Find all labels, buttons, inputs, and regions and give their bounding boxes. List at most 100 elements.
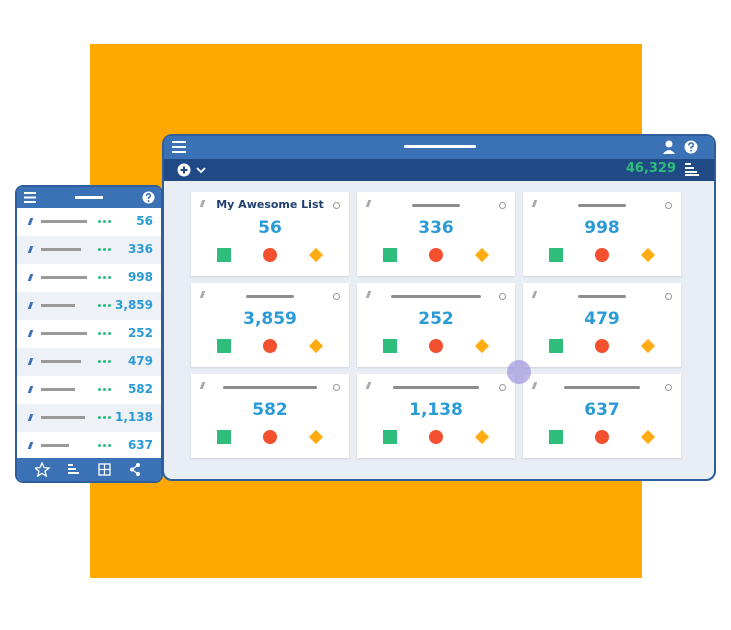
red-circle <box>429 339 443 353</box>
row-value: 56 <box>136 214 153 228</box>
title-placeholder <box>223 386 317 389</box>
tool-bar: 46,329 <box>164 159 714 181</box>
orange-diamond <box>474 429 490 445</box>
help-icon[interactable] <box>142 191 155 204</box>
row-value: 479 <box>127 354 153 368</box>
card[interactable]: 998 <box>523 192 681 276</box>
title-placeholder <box>246 295 294 298</box>
status-icon <box>499 293 506 300</box>
green-square <box>383 430 397 444</box>
status-icon <box>665 384 672 391</box>
orange-diamond <box>474 247 490 263</box>
bolt-icon <box>531 382 538 389</box>
card-value: 637 <box>584 400 620 420</box>
orange-diamond <box>640 247 656 263</box>
status-icon <box>665 202 672 209</box>
card-value: 582 <box>252 400 288 420</box>
help-icon[interactable] <box>684 140 698 154</box>
dot <box>103 248 106 251</box>
status-icon <box>333 293 340 300</box>
card[interactable]: 637 <box>523 374 681 458</box>
dot <box>103 388 106 391</box>
card-value: 56 <box>258 218 282 238</box>
title-placeholder <box>412 204 460 207</box>
title-placeholder <box>41 276 87 279</box>
card[interactable]: 1,138 <box>357 374 515 458</box>
title-placeholder <box>41 304 75 307</box>
orange-diamond <box>474 338 490 354</box>
list-row[interactable]: 252 <box>17 320 161 348</box>
menu-icon[interactable] <box>24 192 36 203</box>
bolt-icon <box>199 382 206 389</box>
orange-diamond <box>308 338 324 354</box>
title-placeholder <box>41 248 81 251</box>
list-row[interactable]: 1,138 <box>17 404 161 432</box>
green-square <box>549 339 563 353</box>
list-row[interactable]: 3,859 <box>17 292 161 320</box>
status-icon <box>665 293 672 300</box>
dot <box>108 416 111 419</box>
card[interactable]: 582 <box>191 374 349 458</box>
dot <box>98 220 101 223</box>
card[interactable]: 252 <box>357 283 515 367</box>
dot <box>98 444 101 447</box>
dot <box>103 360 106 363</box>
menu-icon[interactable] <box>172 141 186 153</box>
dot <box>108 388 111 391</box>
title-placeholder <box>393 386 479 389</box>
card-value: 998 <box>584 218 620 238</box>
green-square <box>549 248 563 262</box>
list-row[interactable]: 336 <box>17 236 161 264</box>
list-row[interactable]: 56 <box>17 208 161 236</box>
red-circle <box>429 248 443 262</box>
list-row[interactable]: 637 <box>17 432 161 460</box>
list-row[interactable]: 479 <box>17 348 161 376</box>
card[interactable]: 336 <box>357 192 515 276</box>
add-button[interactable] <box>177 162 211 178</box>
dot <box>108 360 111 363</box>
dot <box>108 332 111 335</box>
dot <box>98 360 101 363</box>
row-value: 1,138 <box>115 410 153 424</box>
status-icon <box>333 202 340 209</box>
red-circle <box>429 430 443 444</box>
list-icon[interactable] <box>685 163 699 176</box>
title-placeholder <box>41 332 87 335</box>
card[interactable]: 3,859 <box>191 283 349 367</box>
green-square <box>383 339 397 353</box>
card[interactable]: 479 <box>523 283 681 367</box>
dot <box>108 304 111 307</box>
status-icon <box>499 202 506 209</box>
dot <box>98 304 101 307</box>
red-circle <box>263 248 277 262</box>
handle <box>75 196 103 199</box>
list-row[interactable]: 998 <box>17 264 161 292</box>
phone-bottom-bar <box>17 458 161 481</box>
bolt-icon <box>199 291 206 298</box>
dot <box>103 304 106 307</box>
title-placeholder <box>41 388 75 391</box>
red-circle <box>263 339 277 353</box>
title-placeholder <box>391 295 481 298</box>
green-square <box>383 248 397 262</box>
bolt-icon <box>531 291 538 298</box>
row-value: 336 <box>127 242 153 256</box>
dot <box>108 276 111 279</box>
bolt-icon <box>365 382 372 389</box>
nav-icons[interactable] <box>35 462 155 477</box>
user-icon[interactable] <box>662 140 676 154</box>
list-row[interactable]: 582 <box>17 376 161 404</box>
red-circle <box>595 339 609 353</box>
phone: 56 336 998 3,859 252 479 582 1,138 637 <box>15 185 163 483</box>
dot <box>108 220 111 223</box>
dot <box>103 416 106 419</box>
card-value: 479 <box>584 309 620 329</box>
card[interactable]: My Awesome List 56 <box>191 192 349 276</box>
dot <box>103 276 106 279</box>
card-grid: My Awesome List 56 336 998 3,859 252 479 582 1,1… <box>164 136 714 479</box>
title-placeholder <box>41 220 87 223</box>
bolt-icon <box>27 358 34 365</box>
bolt-icon <box>27 274 34 281</box>
bolt-icon <box>27 302 34 309</box>
